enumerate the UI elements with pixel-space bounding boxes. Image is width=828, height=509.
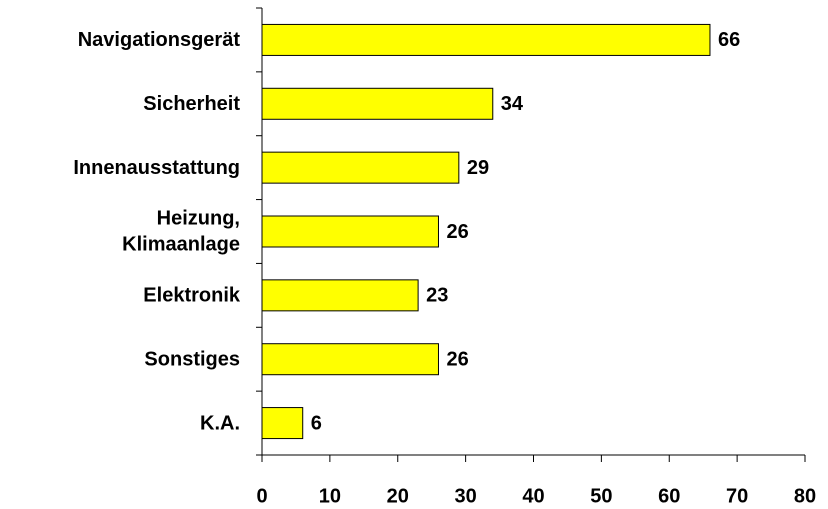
x-tick-label: 80 xyxy=(794,485,816,507)
y-tick-label: K.A. xyxy=(200,412,240,434)
value-label: 23 xyxy=(426,285,448,307)
bar xyxy=(261,279,419,312)
x-tick-label: 70 xyxy=(726,485,748,507)
bar xyxy=(261,151,460,184)
x-tick-label: 60 xyxy=(658,485,680,507)
x-tick-label: 20 xyxy=(387,485,409,507)
y-tick-label: Navigationsgerät xyxy=(78,29,241,51)
bar xyxy=(261,87,494,120)
bar xyxy=(261,343,439,376)
bar xyxy=(261,23,711,56)
value-label: 34 xyxy=(501,93,524,115)
value-label: 66 xyxy=(718,29,740,51)
x-tick-label: 0 xyxy=(256,485,267,507)
x-tick-label: 40 xyxy=(522,485,544,507)
value-label: 6 xyxy=(311,412,322,434)
y-tick-label: Heizung, Klimaanlage xyxy=(122,208,240,256)
y-tick-label: Elektronik xyxy=(143,285,241,307)
y-tick-label: Innenausstattung xyxy=(73,157,240,179)
x-tick-label: 30 xyxy=(455,485,477,507)
value-label: 26 xyxy=(446,221,468,243)
x-tick-label: 10 xyxy=(319,485,341,507)
y-tick-label: Sicherheit xyxy=(143,93,240,115)
value-label: 29 xyxy=(467,157,489,179)
x-tick-label: 50 xyxy=(590,485,612,507)
y-tick-label: Sonstiges xyxy=(144,348,240,370)
value-label: 26 xyxy=(446,348,468,370)
bar xyxy=(261,407,304,440)
bar xyxy=(261,215,439,248)
